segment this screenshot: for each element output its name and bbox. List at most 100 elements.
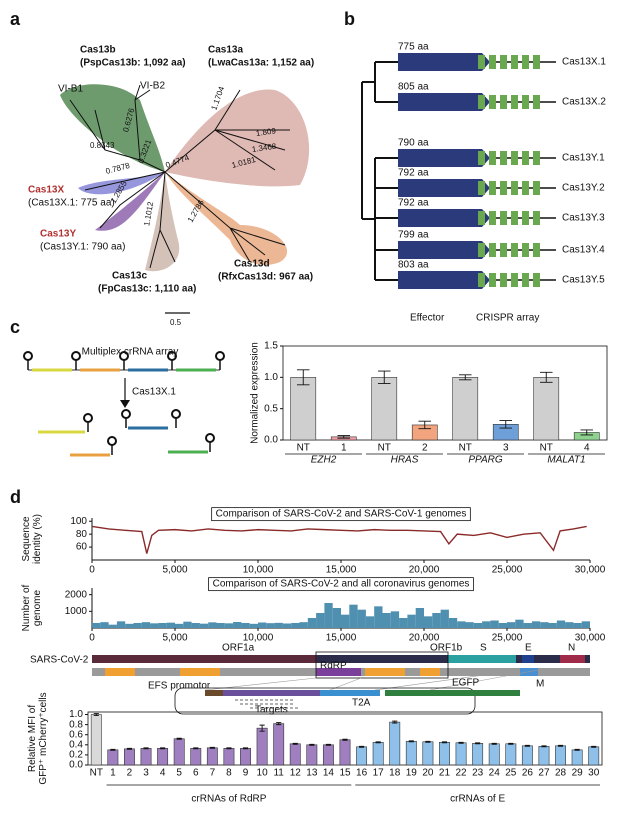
- histogram-bar: [116, 621, 126, 628]
- cas13-tree: [361, 61, 398, 281]
- x-tick-label: 10,000: [243, 633, 274, 644]
- error-bar: [193, 747, 199, 750]
- line-series: [91, 525, 587, 554]
- error-bar: [591, 745, 597, 748]
- chart-title: Comparison of SARS-CoV-2 and all coronav…: [213, 579, 470, 590]
- error-bar: [359, 745, 365, 748]
- histogram-bar: [382, 613, 391, 628]
- x-tick-label: 20: [422, 768, 434, 779]
- error-bar: [458, 374, 472, 381]
- error-bar: [309, 743, 315, 746]
- effector: [398, 93, 490, 111]
- histogram-bar: [100, 622, 109, 628]
- error-bar: [176, 737, 182, 740]
- x-tick-label: 30,000: [575, 633, 606, 644]
- e-strip: [520, 668, 538, 676]
- rdrp-strip: [316, 668, 361, 676]
- arrow-head: [120, 400, 130, 408]
- crispr-repeat: [511, 211, 518, 225]
- x-tick-label: 15: [339, 768, 351, 779]
- x-tick-label: 29: [572, 768, 584, 779]
- histogram-bar: [448, 618, 458, 628]
- error-bar: [418, 420, 432, 430]
- histogram-bar: [581, 621, 590, 628]
- error-bar: [377, 370, 391, 385]
- hairpin-loop: [119, 351, 129, 361]
- error-bar: [143, 747, 149, 750]
- histogram-bar: [390, 611, 400, 628]
- clade-name: Cas13a: [208, 45, 243, 56]
- region-label: RdRP: [320, 661, 347, 672]
- x-tick-label: 20,000: [409, 565, 440, 576]
- x-tick-label: 28: [555, 768, 567, 779]
- bar: [472, 742, 484, 766]
- title-box: [211, 507, 471, 522]
- clade-detail: (LwaCas13a: 1,152 aa): [208, 58, 314, 69]
- histogram-bar: [465, 622, 474, 628]
- protein-name: Cas13Y.2: [562, 183, 605, 194]
- crispr-repeat: [500, 95, 507, 109]
- histogram-bar: [249, 623, 258, 628]
- effector: [398, 209, 490, 227]
- crispr-repeat: [500, 243, 507, 257]
- error-bar: [475, 742, 481, 745]
- legend-label: CRISPR array: [476, 313, 539, 324]
- x-tick-label: 25,000: [492, 633, 523, 644]
- clade-detail: (PspCas13b: 1,092 aa): [80, 58, 186, 69]
- group-label: crRNAs of RdRP: [191, 794, 266, 805]
- bar: [339, 739, 351, 766]
- error-bar: [508, 742, 514, 745]
- y-axis-label: Normalized expression: [250, 342, 261, 444]
- protein-length: 799 aa: [398, 230, 429, 241]
- crispr-repeat: [478, 211, 485, 225]
- subtype-label: VI-B2: [140, 81, 165, 92]
- group-label: PPARG: [468, 455, 502, 466]
- chart-title: Comparison of SARS-CoV-2 and SARS-CoV-1 …: [216, 509, 467, 520]
- x-tick-label: 10: [257, 768, 269, 779]
- bar: [588, 746, 600, 766]
- effector: [398, 241, 490, 259]
- y-axis-label: Sequence: [21, 516, 32, 561]
- target-strip-seg: [105, 668, 135, 676]
- histogram-bar: [399, 618, 408, 628]
- bar: [422, 741, 434, 766]
- crispr-repeat: [522, 211, 529, 225]
- rdrp-box: [315, 651, 449, 679]
- error-bar: [242, 747, 249, 750]
- histogram-bar: [415, 608, 424, 628]
- y-axis-label: Relative MFI of: [27, 705, 38, 772]
- hairpin-loop: [107, 436, 117, 446]
- x-tick-label: 4: [160, 768, 166, 779]
- histogram-bar: [282, 623, 292, 628]
- y-axis-label: identity (%): [32, 514, 43, 564]
- bar: [273, 723, 285, 766]
- histogram-bar: [556, 620, 566, 628]
- crispr-repeat: [533, 181, 540, 195]
- crispr-repeat: [533, 243, 540, 257]
- gene-label: N: [568, 643, 575, 654]
- histogram-bar: [216, 623, 225, 628]
- orf1a: [92, 655, 317, 663]
- x-tick-label: NT: [378, 443, 391, 454]
- group-label: EZH2: [311, 455, 337, 466]
- target-marks: [235, 699, 300, 709]
- histogram-bar: [324, 603, 333, 628]
- hairpin-loop: [205, 433, 215, 443]
- x-tick-label: 18: [389, 768, 401, 779]
- e-gene: [522, 655, 534, 663]
- x-tick-label: 27: [538, 768, 550, 779]
- error-bar: [276, 722, 282, 726]
- clade-cas13c: [145, 172, 180, 272]
- e-target: [320, 690, 380, 696]
- histogram-bar: [141, 622, 151, 628]
- histogram-bar: [440, 609, 449, 628]
- histogram-bar: [233, 622, 242, 628]
- y-tick-label: 0.0: [69, 760, 83, 771]
- targets-label: Targets: [255, 705, 288, 716]
- histogram-bar: [92, 623, 101, 628]
- clade-name: Cas13c: [112, 271, 147, 282]
- n-gene: [560, 655, 585, 663]
- protein-length: 803 aa: [398, 260, 429, 271]
- x-tick-label: NT: [459, 443, 472, 454]
- x-tick-label: 15,000: [326, 633, 357, 644]
